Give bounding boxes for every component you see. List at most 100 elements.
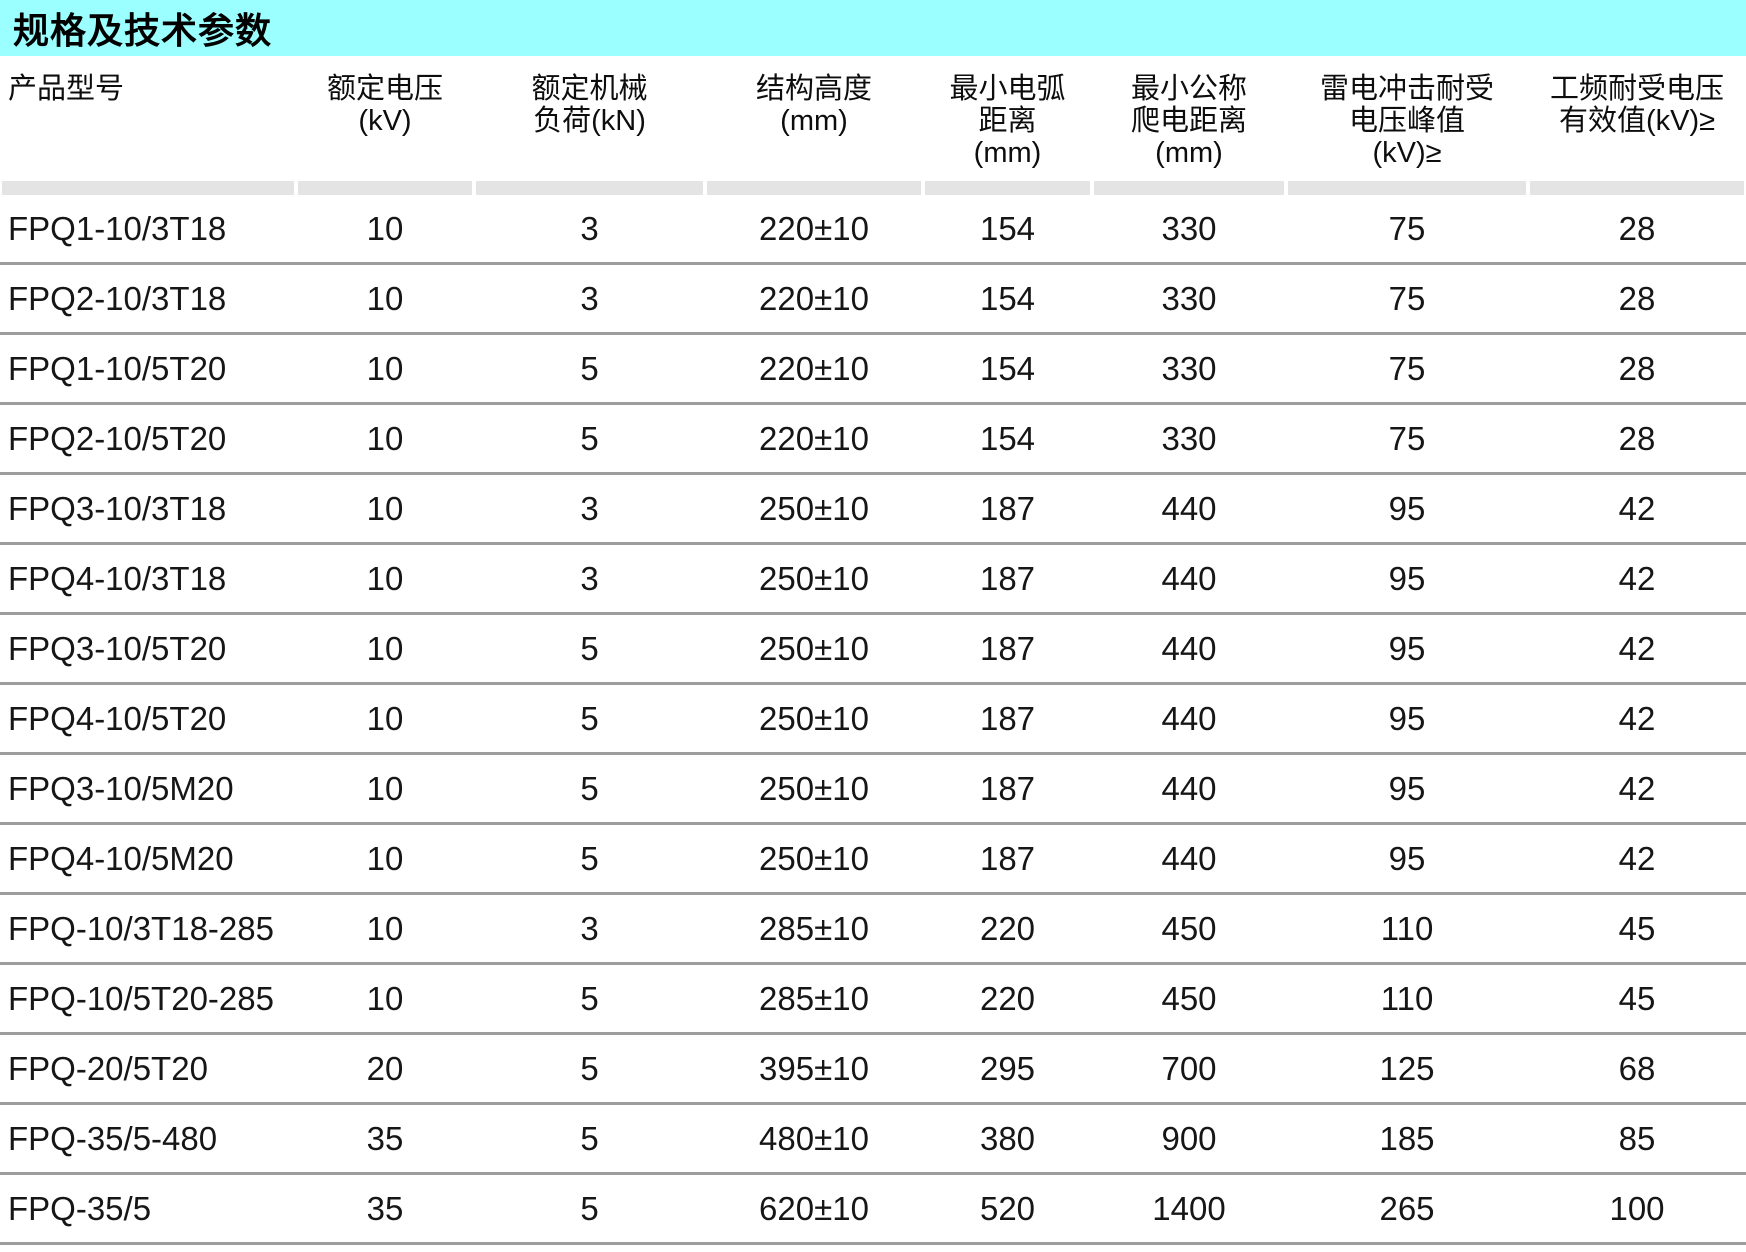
value-cell-power-frequency-withstand-voltage-rms: 45 xyxy=(1618,979,1656,1017)
column-header-line: 负荷(kN) xyxy=(533,105,646,137)
table-row: FPQ-35/5 35 5 620±10 520 1400 265 100 xyxy=(0,1175,1746,1245)
value-cell-min-arc-distance: 295 xyxy=(979,1049,1036,1087)
value-cell-structure-height: 250±10 xyxy=(759,559,869,597)
value-cell-rated-mechanical-load: 5 xyxy=(580,699,599,737)
table-header-row: 产品型号 额定电压 (kV) 额定机械 负荷(kN) 结构高度 (mm) 最小电弧 距离 (mm)… xyxy=(0,56,1746,181)
value-cell-min-nominal-creepage-distance: 330 xyxy=(1161,349,1217,387)
table-row: FPQ-20/5T20 20 5 395±10 295 700 125 68 xyxy=(0,1035,1746,1105)
value-cell-structure-height: 250±10 xyxy=(759,839,869,877)
value-cell-rated-mechanical-load: 3 xyxy=(580,909,599,947)
product-model-cell: FPQ1-10/3T18 xyxy=(8,209,227,247)
value-cell-min-nominal-creepage-distance: 330 xyxy=(1161,209,1217,247)
product-model-cell: FPQ2-10/3T18 xyxy=(8,279,227,317)
value-cell-rated-mechanical-load: 3 xyxy=(580,489,599,527)
column-header-line: (mm) xyxy=(973,137,1042,169)
value-cell-min-arc-distance: 154 xyxy=(979,419,1036,457)
value-cell-rated-voltage: 10 xyxy=(366,769,404,807)
value-cell-lightning-impulse-withstand-voltage-peak: 110 xyxy=(1380,979,1434,1017)
column-header-line: 电压峰值 xyxy=(1348,105,1465,137)
table-row: FPQ2-10/5T20 10 5 220±10 154 330 75 28 xyxy=(0,405,1746,475)
value-cell-rated-voltage: 10 xyxy=(366,489,404,527)
value-cell-min-arc-distance: 520 xyxy=(979,1189,1036,1227)
header-underline-bar xyxy=(1094,181,1284,195)
product-model-cell: FPQ-35/5 xyxy=(8,1189,152,1227)
column-header-product-model: 产品型号 xyxy=(0,73,296,181)
table-row: FPQ-10/3T18-285 10 3 285±10 220 450 110 45 xyxy=(0,895,1746,965)
value-cell-rated-voltage: 10 xyxy=(366,419,404,457)
column-header-line: 有效值(kV)≥ xyxy=(1558,105,1716,137)
value-cell-lightning-impulse-withstand-voltage-peak: 75 xyxy=(1388,209,1426,247)
value-cell-rated-mechanical-load: 5 xyxy=(580,1119,599,1157)
value-cell-lightning-impulse-withstand-voltage-peak: 95 xyxy=(1388,559,1426,597)
value-cell-structure-height: 250±10 xyxy=(759,769,869,807)
value-cell-lightning-impulse-withstand-voltage-peak: 95 xyxy=(1388,699,1426,737)
value-cell-min-arc-distance: 187 xyxy=(979,839,1036,877)
page-title: 规格及技术参数 xyxy=(13,10,273,51)
value-cell-min-nominal-creepage-distance: 330 xyxy=(1161,279,1217,317)
value-cell-rated-mechanical-load: 5 xyxy=(580,979,599,1017)
value-cell-power-frequency-withstand-voltage-rms: 42 xyxy=(1618,769,1656,807)
value-cell-rated-voltage: 10 xyxy=(366,349,404,387)
value-cell-lightning-impulse-withstand-voltage-peak: 95 xyxy=(1388,769,1426,807)
value-cell-power-frequency-withstand-voltage-rms: 28 xyxy=(1618,349,1656,387)
column-header-line: 额定机械 xyxy=(531,73,648,105)
value-cell-structure-height: 250±10 xyxy=(759,489,869,527)
column-header-line: (mm) xyxy=(1155,137,1223,169)
value-cell-rated-voltage: 10 xyxy=(366,839,404,877)
table-row: FPQ4-10/5T20 10 5 250±10 187 440 95 42 xyxy=(0,685,1746,755)
section-title-bar: 规格及技术参数 xyxy=(0,0,1746,56)
value-cell-power-frequency-withstand-voltage-rms: 100 xyxy=(1609,1189,1665,1227)
value-cell-rated-mechanical-load: 5 xyxy=(580,839,599,877)
table-row: FPQ3-10/5T20 10 5 250±10 187 440 95 42 xyxy=(0,615,1746,685)
product-model-cell: FPQ4-10/5M20 xyxy=(8,839,234,877)
table-row: FPQ1-10/3T18 10 3 220±10 154 330 75 28 xyxy=(0,195,1746,265)
value-cell-rated-mechanical-load: 5 xyxy=(580,1049,599,1087)
product-model-cell: FPQ3-10/5T20 xyxy=(8,629,227,667)
value-cell-rated-mechanical-load: 5 xyxy=(580,629,599,667)
value-cell-lightning-impulse-withstand-voltage-peak: 185 xyxy=(1379,1119,1435,1157)
table-row: FPQ3-10/3T18 10 3 250±10 187 440 95 42 xyxy=(0,475,1746,545)
value-cell-power-frequency-withstand-voltage-rms: 28 xyxy=(1618,419,1656,457)
value-cell-min-arc-distance: 154 xyxy=(979,209,1036,247)
value-cell-rated-voltage: 35 xyxy=(366,1189,404,1227)
header-underline-bar xyxy=(476,181,703,195)
header-underline-bar xyxy=(707,181,921,195)
value-cell-power-frequency-withstand-voltage-rms: 68 xyxy=(1618,1049,1656,1087)
table-row: FPQ3-10/5M20 10 5 250±10 187 440 95 42 xyxy=(0,755,1746,825)
value-cell-min-nominal-creepage-distance: 440 xyxy=(1161,559,1217,597)
table-row: FPQ4-10/3T18 10 3 250±10 187 440 95 42 xyxy=(0,545,1746,615)
value-cell-power-frequency-withstand-voltage-rms: 85 xyxy=(1618,1119,1656,1157)
column-header-lightning-impulse-withstand-voltage-peak: 雷电冲击耐受 电压峰值 (kV)≥ xyxy=(1286,73,1528,181)
value-cell-rated-mechanical-load: 3 xyxy=(580,209,599,247)
value-cell-power-frequency-withstand-voltage-rms: 42 xyxy=(1618,839,1656,877)
value-cell-structure-height: 620±10 xyxy=(759,1189,869,1227)
value-cell-rated-mechanical-load: 3 xyxy=(580,559,599,597)
product-model-cell: FPQ4-10/3T18 xyxy=(8,559,227,597)
value-cell-structure-height: 220±10 xyxy=(759,209,869,247)
value-cell-lightning-impulse-withstand-voltage-peak: 95 xyxy=(1388,839,1426,877)
value-cell-power-frequency-withstand-voltage-rms: 42 xyxy=(1618,559,1656,597)
value-cell-rated-mechanical-load: 5 xyxy=(580,1189,599,1227)
value-cell-structure-height: 480±10 xyxy=(759,1119,869,1157)
value-cell-lightning-impulse-withstand-voltage-peak: 95 xyxy=(1388,489,1426,527)
value-cell-min-nominal-creepage-distance: 440 xyxy=(1161,489,1217,527)
value-cell-rated-mechanical-load: 5 xyxy=(580,769,599,807)
column-header-line: 产品型号 xyxy=(8,73,125,105)
value-cell-lightning-impulse-withstand-voltage-peak: 125 xyxy=(1379,1049,1435,1087)
value-cell-lightning-impulse-withstand-voltage-peak: 265 xyxy=(1379,1189,1435,1227)
value-cell-structure-height: 285±10 xyxy=(759,909,869,947)
product-model-cell: FPQ2-10/5T20 xyxy=(8,419,227,457)
column-header-line: (kV) xyxy=(358,105,412,137)
value-cell-rated-mechanical-load: 5 xyxy=(580,349,599,387)
value-cell-lightning-impulse-withstand-voltage-peak: 110 xyxy=(1380,909,1434,947)
product-model-cell: FPQ1-10/5T20 xyxy=(8,349,227,387)
product-model-cell: FPQ3-10/5M20 xyxy=(8,769,234,807)
column-header-line: 爬电距离 xyxy=(1130,105,1247,137)
header-underline-bar xyxy=(298,181,472,195)
table-row: FPQ2-10/3T18 10 3 220±10 154 330 75 28 xyxy=(0,265,1746,335)
value-cell-power-frequency-withstand-voltage-rms: 42 xyxy=(1618,699,1656,737)
product-model-cell: FPQ3-10/3T18 xyxy=(8,489,227,527)
header-underline-bar xyxy=(925,181,1090,195)
value-cell-rated-voltage: 10 xyxy=(366,699,404,737)
column-header-min-nominal-creepage-distance: 最小公称 爬电距离 (mm) xyxy=(1092,73,1286,181)
